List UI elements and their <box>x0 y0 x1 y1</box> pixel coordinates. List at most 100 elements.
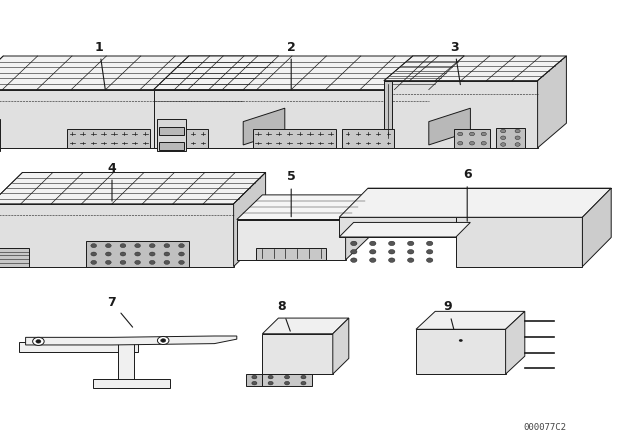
Polygon shape <box>416 311 525 329</box>
Polygon shape <box>243 56 278 148</box>
Circle shape <box>481 132 486 136</box>
Circle shape <box>91 244 97 248</box>
Polygon shape <box>496 128 525 148</box>
Circle shape <box>369 241 376 246</box>
Polygon shape <box>246 374 262 386</box>
Circle shape <box>500 129 506 133</box>
Polygon shape <box>333 318 349 374</box>
Polygon shape <box>339 188 611 217</box>
Circle shape <box>106 244 111 248</box>
Circle shape <box>120 244 126 248</box>
Circle shape <box>252 381 257 385</box>
Circle shape <box>161 339 166 342</box>
Circle shape <box>252 375 257 379</box>
Circle shape <box>33 337 44 345</box>
Polygon shape <box>456 217 582 267</box>
Circle shape <box>408 258 414 263</box>
Polygon shape <box>154 56 464 90</box>
Circle shape <box>164 244 170 248</box>
Circle shape <box>408 241 414 246</box>
Polygon shape <box>0 56 278 90</box>
Text: 3: 3 <box>450 40 460 85</box>
Polygon shape <box>538 56 566 148</box>
Polygon shape <box>429 56 464 148</box>
Polygon shape <box>262 374 312 386</box>
Polygon shape <box>243 108 285 145</box>
Circle shape <box>285 375 290 379</box>
Polygon shape <box>416 329 506 374</box>
Circle shape <box>120 260 126 264</box>
Text: 1: 1 <box>95 40 105 89</box>
Circle shape <box>458 142 463 145</box>
Circle shape <box>91 260 97 264</box>
Circle shape <box>469 132 474 136</box>
Circle shape <box>179 252 184 256</box>
Polygon shape <box>154 90 429 148</box>
Circle shape <box>149 252 155 256</box>
Text: 7: 7 <box>108 296 132 327</box>
Circle shape <box>459 339 463 342</box>
Circle shape <box>388 250 395 254</box>
Circle shape <box>301 381 306 385</box>
Circle shape <box>515 136 520 139</box>
Circle shape <box>426 258 433 263</box>
Polygon shape <box>159 142 184 150</box>
Polygon shape <box>582 188 611 267</box>
Polygon shape <box>237 220 346 260</box>
Polygon shape <box>0 172 266 204</box>
Text: 9: 9 <box>444 300 454 329</box>
Text: 000077C2: 000077C2 <box>524 423 566 432</box>
Circle shape <box>351 241 357 246</box>
Polygon shape <box>454 129 490 148</box>
Circle shape <box>164 252 170 256</box>
Circle shape <box>388 241 395 246</box>
Polygon shape <box>429 108 470 145</box>
Text: 4: 4 <box>108 161 116 201</box>
Circle shape <box>408 250 414 254</box>
Polygon shape <box>157 129 208 148</box>
Circle shape <box>268 381 273 385</box>
Circle shape <box>285 381 290 385</box>
Circle shape <box>351 250 357 254</box>
Polygon shape <box>86 241 189 267</box>
Circle shape <box>36 340 41 343</box>
Polygon shape <box>342 129 394 148</box>
Circle shape <box>481 142 486 145</box>
Circle shape <box>388 258 395 263</box>
Polygon shape <box>67 129 150 148</box>
Polygon shape <box>506 311 525 374</box>
Circle shape <box>149 244 155 248</box>
Circle shape <box>91 252 97 256</box>
Polygon shape <box>234 172 266 267</box>
Text: 6: 6 <box>463 168 472 221</box>
Polygon shape <box>253 129 336 148</box>
Circle shape <box>179 260 184 264</box>
Circle shape <box>149 260 155 264</box>
Polygon shape <box>262 318 349 334</box>
Circle shape <box>164 260 170 264</box>
Circle shape <box>369 250 376 254</box>
Circle shape <box>515 129 520 133</box>
Text: 5: 5 <box>287 170 296 217</box>
Circle shape <box>157 336 169 345</box>
Circle shape <box>179 244 184 248</box>
Polygon shape <box>0 204 234 267</box>
Polygon shape <box>262 334 333 374</box>
Polygon shape <box>384 81 538 148</box>
Circle shape <box>268 375 273 379</box>
Polygon shape <box>0 248 29 267</box>
Polygon shape <box>384 81 392 148</box>
Circle shape <box>369 258 376 263</box>
Circle shape <box>134 260 140 264</box>
Polygon shape <box>384 56 566 81</box>
Circle shape <box>106 252 111 256</box>
Polygon shape <box>26 336 237 345</box>
Text: 8: 8 <box>277 300 291 331</box>
Circle shape <box>426 250 433 254</box>
Circle shape <box>515 142 520 146</box>
Polygon shape <box>339 222 470 237</box>
Circle shape <box>351 258 357 263</box>
Polygon shape <box>346 195 371 260</box>
Polygon shape <box>256 248 326 260</box>
Polygon shape <box>159 127 184 135</box>
